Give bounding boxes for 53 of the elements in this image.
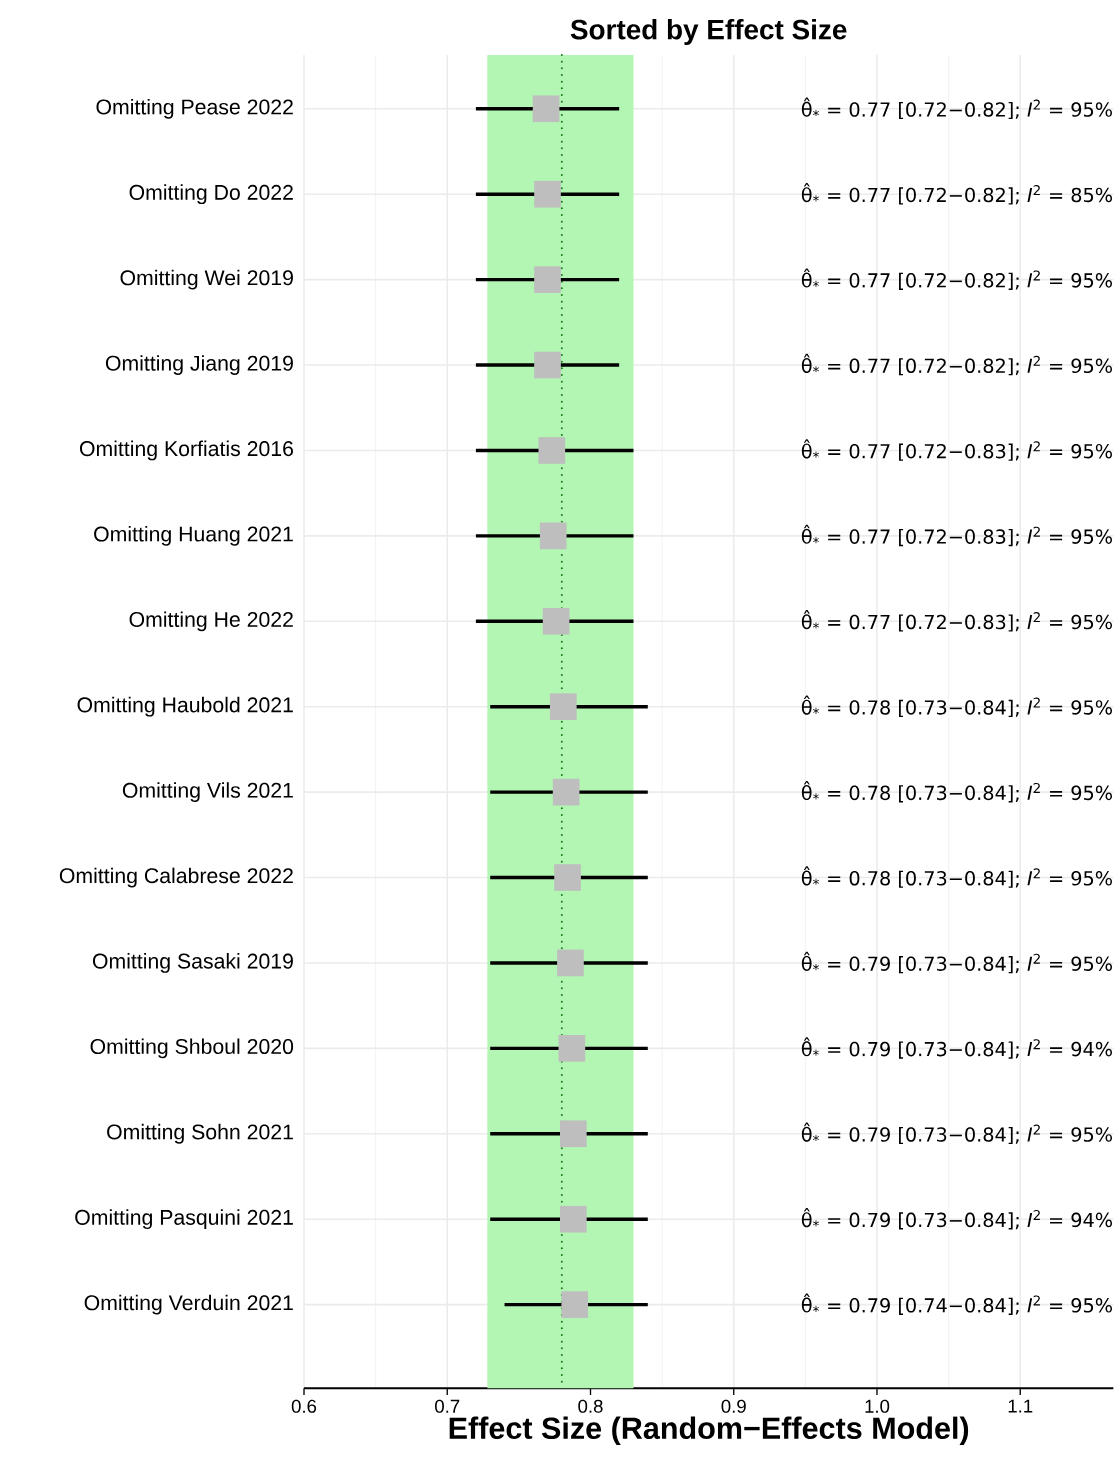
- point: [532, 95, 560, 123]
- x-tick-label: 0.6: [291, 1399, 317, 1413]
- annotation: θ̂$_{*}$ = 0.79 [0.73−0.84]; I$^{2}$ = 94%: [801, 1208, 1112, 1230]
- point: [554, 864, 581, 891]
- x-axis-title: Effect Size (Random−Effects Model): [449, 1416, 969, 1446]
- x-tick-label: 0.8: [578, 1399, 603, 1413]
- annotation: θ̂$_{*}$ = 0.79 [0.73−0.84]; I$^{2}$ = 95%: [801, 951, 1112, 974]
- point: [539, 522, 567, 550]
- y-tick-label: Omitting Haubold 2021: [77, 696, 293, 717]
- point: [561, 1291, 589, 1318]
- point: [559, 1205, 587, 1233]
- y-tick-label: Omitting Shboul 2020: [90, 1038, 294, 1059]
- annotation: θ̂$_{*}$ = 0.77 [0.72−0.83]; I$^{2}$ = 95%: [801, 524, 1112, 547]
- point: [534, 180, 561, 208]
- annotation: θ̂$_{*}$ = 0.78 [0.73−0.84]; I$^{2}$ = 95%: [801, 695, 1112, 717]
- annotation: θ̂$_{*}$ = 0.79 [0.73−0.84]; I$^{2}$ = 94%: [801, 1037, 1112, 1059]
- x-tick-label: 0.7: [435, 1399, 460, 1413]
- annotation: θ̂$_{*}$ = 0.77 [0.72−0.82]; I$^{2}$ = 95%: [801, 97, 1112, 120]
- y-tick-label: Omitting Sohn 2021: [107, 1123, 293, 1144]
- y-tick-label: Omitting Huang 2021: [94, 525, 293, 546]
- point: [557, 949, 584, 977]
- y-tick-label: Omitting Korfiatis 2016: [79, 440, 293, 461]
- annotation: θ̂$_{*}$ = 0.77 [0.72−0.82]; I$^{2}$ = 95%: [801, 268, 1112, 290]
- point: [549, 693, 577, 721]
- point: [542, 607, 570, 635]
- annotation: θ̂$_{*}$ = 0.77 [0.72−0.82]; I$^{2}$ = 95%: [801, 353, 1112, 376]
- annotation: θ̂$_{*}$ = 0.79 [0.73−0.84]; I$^{2}$ = 95%: [801, 1122, 1112, 1145]
- annotation: θ̂$_{*}$ = 0.77 [0.72−0.82]; I$^{2}$ = 85%: [801, 183, 1112, 205]
- point: [534, 266, 561, 293]
- annotation: θ̂$_{*}$ = 0.78 [0.73−0.84]; I$^{2}$ = 95%: [801, 780, 1112, 803]
- annotation: θ̂$_{*}$ = 0.78 [0.73−0.84]; I$^{2}$ = 95%: [801, 866, 1112, 888]
- annotation: θ̂$_{*}$ = 0.79 [0.74−0.84]; I$^{2}$ = 95%: [801, 1293, 1112, 1315]
- y-tick-label: Omitting Sasaki 2019: [92, 953, 293, 973]
- annotation: θ̂$_{*}$ = 0.77 [0.72−0.83]; I$^{2}$ = 95%: [801, 439, 1112, 461]
- y-tick-label: Omitting Pasquini 2021: [75, 1209, 293, 1230]
- y-tick-label: Omitting Wei 2019: [120, 269, 293, 290]
- point: [552, 778, 580, 806]
- y-tick-label: Omitting Verduin 2021: [84, 1294, 293, 1315]
- point: [538, 437, 566, 464]
- x-tick-label: 0.9: [721, 1399, 746, 1413]
- chart-title: Sorted by Effect Size: [570, 18, 847, 45]
- point: [559, 1120, 587, 1148]
- point: [534, 351, 561, 379]
- y-tick-label: Omitting Do 2022: [129, 184, 293, 205]
- annotation: θ̂$_{*}$ = 0.77 [0.72−0.83]; I$^{2}$ = 95%: [801, 610, 1112, 632]
- x-tick-label: 1.0: [865, 1399, 890, 1413]
- y-tick-label: Omitting Vils 2021: [122, 782, 293, 803]
- y-tick-label: Omitting Pease 2022: [96, 98, 293, 119]
- point: [558, 1035, 586, 1062]
- y-tick-label: Omitting Jiang 2019: [105, 355, 293, 375]
- y-tick-label: Omitting He 2022: [129, 611, 293, 632]
- x-tick-label: 1.1: [1008, 1399, 1033, 1413]
- y-tick-label: Omitting Calabrese 2022: [59, 867, 293, 888]
